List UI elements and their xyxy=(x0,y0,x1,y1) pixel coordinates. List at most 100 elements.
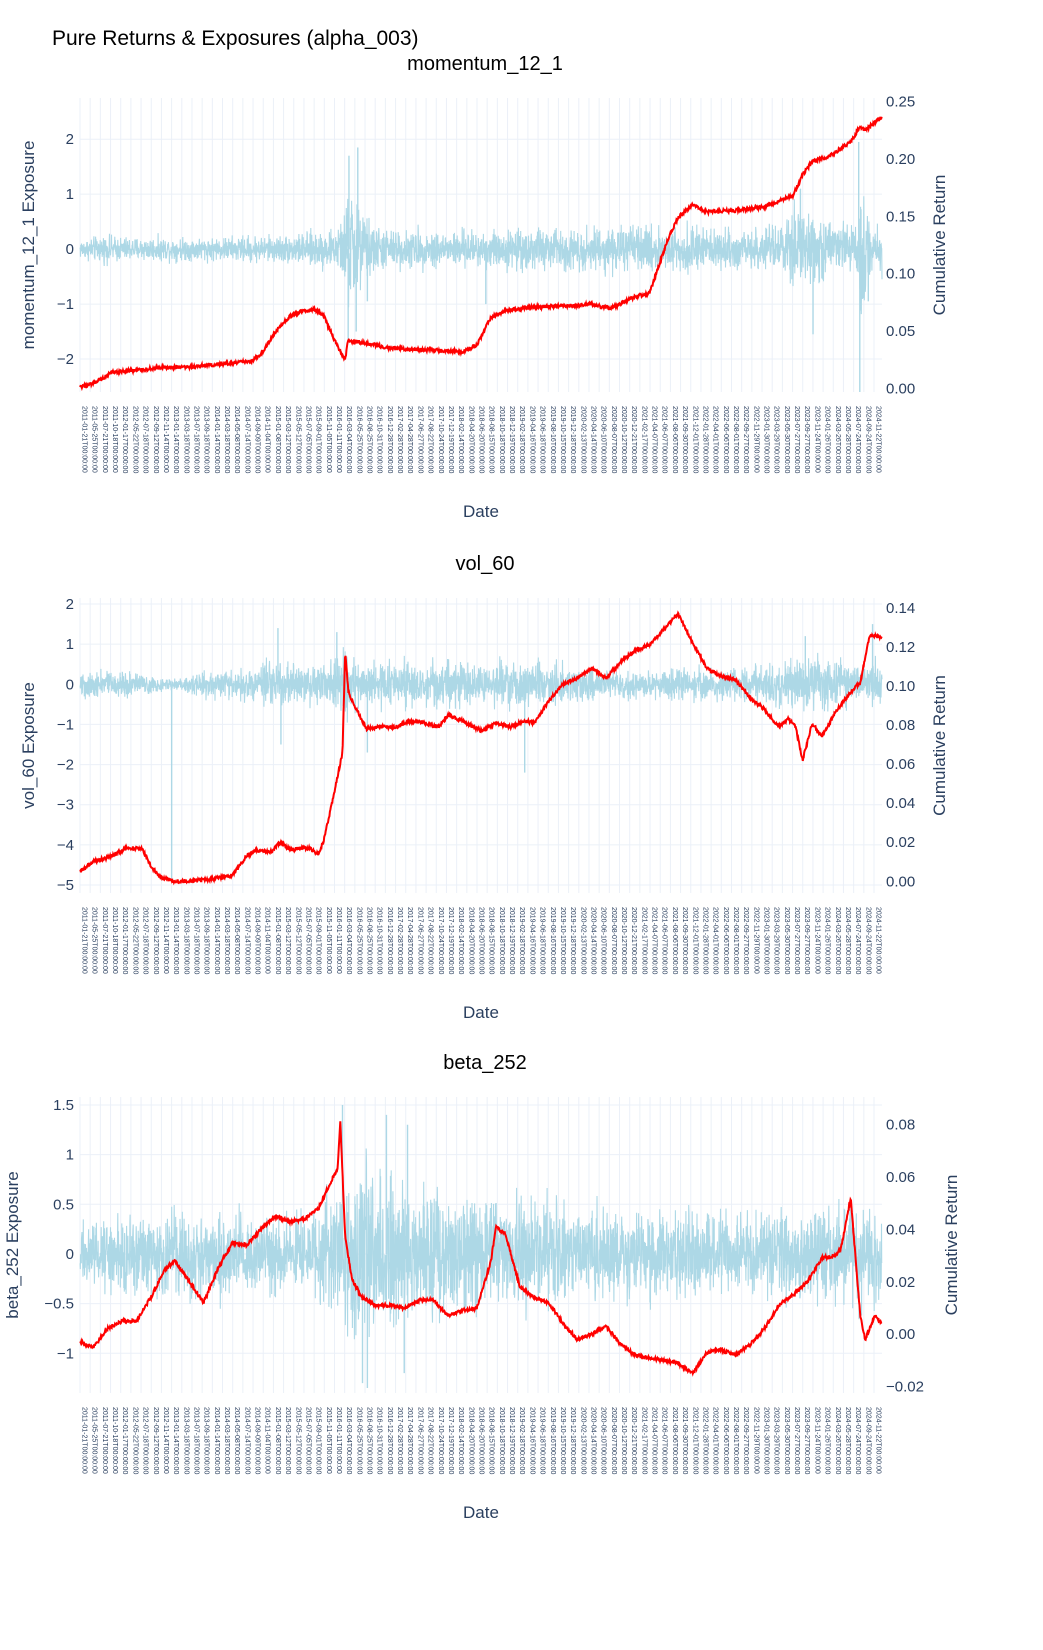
x-tick-label: 2019-10-15T00:00:00 xyxy=(559,907,566,974)
x-tick-label: 2012-09-12T00:00:00 xyxy=(152,406,159,473)
x-tick-label: 2020-06-10T00:00:00 xyxy=(600,1407,607,1474)
x-tick-label: 2014-09-09T00:00:00 xyxy=(254,1407,261,1474)
x-tick-label: 2019-08-16T00:00:00 xyxy=(549,907,556,974)
y-axis-title: vol_60 Exposure xyxy=(19,682,38,809)
x-tick-label: 2019-06-18T00:00:00 xyxy=(539,406,546,473)
y2-tick-label: 0.10 xyxy=(886,266,915,283)
x-tick-label: 2020-08-07T00:00:00 xyxy=(610,406,617,473)
x-tick-label: 2016-03-04T00:00:00 xyxy=(345,406,352,473)
x-tick-label: 2023-07-27T00:00:00 xyxy=(793,406,800,473)
x-tick-label: 2016-03-04T00:00:00 xyxy=(345,907,352,974)
x-tick-label: 2012-05-22T00:00:00 xyxy=(131,406,138,473)
y-tick-label: 0 xyxy=(66,1246,74,1263)
y-tick-label: 0 xyxy=(66,241,74,258)
x-tick-label: 2024-11-22T00:00:00 xyxy=(875,907,882,974)
x-tick-label: 2020-02-13T00:00:00 xyxy=(579,406,586,473)
x-tick-label: 2024-07-24T00:00:00 xyxy=(854,907,861,974)
x-tick-label: 2023-11-24T00:00:00 xyxy=(813,1407,820,1474)
x-tick-label: 2017-10-24T00:00:00 xyxy=(437,406,444,473)
x-tick-label: 2013-03-18T00:00:00 xyxy=(182,406,189,473)
x-tick-label: 2022-09-27T00:00:00 xyxy=(742,406,749,473)
x-tick-label: 2024-11-22T00:00:00 xyxy=(875,406,882,473)
x-tick-label: 2019-12-18T00:00:00 xyxy=(569,406,576,473)
y2-tick-label: 0.05 xyxy=(886,323,915,340)
x-tick-label: 2021-06-07T00:00:00 xyxy=(661,907,668,974)
panel-beta_252: −1 −0.5 0 0.5 1 1.5 −0.02 0.00 0.02 0.04 0.06 0.08 2… xyxy=(3,1052,961,1522)
x-tick-label: 2023-09-27T00:00:00 xyxy=(803,406,810,473)
x-tick-label: 2011-01-21T00:00:00 xyxy=(81,907,88,974)
x-tick-label: 2018-04-20T00:00:00 xyxy=(467,1407,474,1474)
y-tick-label: 0.5 xyxy=(53,1196,74,1213)
x-tick-label: 2024-01-26T00:00:00 xyxy=(824,1407,831,1474)
x-tick-label: 2019-04-16T00:00:00 xyxy=(528,907,535,974)
x-tick-label: 2016-10-31T00:00:00 xyxy=(376,406,383,473)
x-tick-label: 2018-12-19T00:00:00 xyxy=(508,1407,515,1474)
y2-tick-label: 0.02 xyxy=(886,1274,915,1291)
x-tick-label: 2015-05-12T00:00:00 xyxy=(294,907,301,974)
x-tick-label: 2024-09-24T00:00:00 xyxy=(864,406,871,473)
y2-tick-label: 0.14 xyxy=(886,600,915,617)
x-tick-label: 2011-05-25T00:00:00 xyxy=(91,1407,98,1474)
x-tick-label: 2020-12-21T00:00:00 xyxy=(630,406,637,473)
x-tick-label: 2016-05-25T00:00:00 xyxy=(355,907,362,974)
y-tick-label: 1 xyxy=(66,1147,74,1164)
x-tick-label: 2013-07-18T00:00:00 xyxy=(192,907,199,974)
x-tick-label: 2023-01-30T00:00:00 xyxy=(763,406,770,473)
x-tick-label: 2019-02-18T00:00:00 xyxy=(518,1407,525,1474)
y2-tick-label: 0.04 xyxy=(886,795,915,812)
x-tick-label: 2011-07-21T00:00:00 xyxy=(101,1407,108,1474)
x-tick-label: 2024-05-28T00:00:00 xyxy=(844,1407,851,1474)
y-tick-label: 2 xyxy=(66,596,74,613)
x-tick-label: 2017-04-28T00:00:00 xyxy=(406,406,413,473)
x-tick-label: 2015-01-08T00:00:00 xyxy=(274,406,281,473)
x-tick-label: 2021-04-07T00:00:00 xyxy=(651,907,658,974)
x-tick-label: 2022-08-01T00:00:00 xyxy=(732,907,739,974)
x-tick-label: 2020-06-10T00:00:00 xyxy=(600,907,607,974)
x-tick-label: 2018-10-18T00:00:00 xyxy=(498,1407,505,1474)
x-tick-label: 2017-02-28T00:00:00 xyxy=(396,907,403,974)
y-tick-label: −1 xyxy=(57,1345,74,1362)
x-tick-label: 2020-12-21T00:00:00 xyxy=(630,907,637,974)
x-tick-label: 2020-10-12T00:00:00 xyxy=(620,1407,627,1474)
x-tick-label: 2018-12-19T00:00:00 xyxy=(508,907,515,974)
y2-axis-title: Cumulative Return xyxy=(930,675,949,816)
cumulative-return-line xyxy=(79,610,883,886)
x-tick-label: 2024-03-26T00:00:00 xyxy=(834,907,841,974)
x-tick-label: 2017-06-27T00:00:00 xyxy=(416,1407,423,1474)
x-tick-label: 2022-09-27T00:00:00 xyxy=(742,1407,749,1474)
x-tick-label: 2019-08-16T00:00:00 xyxy=(549,406,556,473)
y-tick-label: 0 xyxy=(66,676,74,693)
x-tick-label: 2018-10-18T00:00:00 xyxy=(498,406,505,473)
x-tick-label: 2011-05-25T00:00:00 xyxy=(91,406,98,473)
x-tick-label: 2017-06-27T00:00:00 xyxy=(416,907,423,974)
x-tick-label: 2012-01-17T00:00:00 xyxy=(121,1407,128,1474)
y2-tick-label: 0.10 xyxy=(886,678,915,695)
x-tick-label: 2021-09-30T00:00:00 xyxy=(681,406,688,473)
x-tick-label: 2023-03-29T00:00:00 xyxy=(773,1407,780,1474)
x-tick-label: 2018-06-20T00:00:00 xyxy=(478,907,485,974)
x-tick-label: 2021-08-06T00:00:00 xyxy=(671,1407,678,1474)
x-tick-label: 2018-12-19T00:00:00 xyxy=(508,406,515,473)
panel-vol_60: −5 −4 −3 −2 −1 0 1 2 0.00 0.02 0.04 0.06 0.08 0.10 0.1… xyxy=(19,553,949,1022)
x-tick-label: 2024-09-24T00:00:00 xyxy=(864,1407,871,1474)
x-tick-label: 2021-04-07T00:00:00 xyxy=(651,406,658,473)
x-tick-label: 2015-07-05T00:00:00 xyxy=(304,907,311,974)
x-tick-label: 2019-06-18T00:00:00 xyxy=(539,1407,546,1474)
x-tick-label: 2013-09-18T00:00:00 xyxy=(203,1407,210,1474)
y2-tick-label: 0.04 xyxy=(886,1221,915,1238)
x-tick-label: 2016-10-31T00:00:00 xyxy=(376,1407,383,1474)
x-tick-label: 2011-01-21T00:00:00 xyxy=(81,406,88,473)
x-tick-label: 2023-05-30T00:00:00 xyxy=(783,1407,790,1474)
x-tick-label: 2015-09-01T00:00:00 xyxy=(315,406,322,473)
x-tick-label: 2013-01-14T00:00:00 xyxy=(172,1407,179,1474)
y2-tick-label: 0.00 xyxy=(886,381,915,398)
x-tick-label: 2022-08-01T00:00:00 xyxy=(732,406,739,473)
x-tick-label: 2012-05-22T00:00:00 xyxy=(131,1407,138,1474)
x-tick-label: 2016-12-28T00:00:00 xyxy=(386,406,393,473)
x-tick-label: 2016-01-11T00:00:00 xyxy=(335,907,342,974)
x-tick-label: 2015-11-05T00:00:00 xyxy=(325,1407,332,1474)
x-tick-label: 2020-04-14T00:00:00 xyxy=(589,1407,596,1474)
figure-title: Pure Returns & Exposures (alpha_003) xyxy=(52,27,419,50)
x-tick-label: 2018-08-15T00:00:00 xyxy=(488,1407,495,1474)
x-tick-label: 2018-04-20T00:00:00 xyxy=(467,907,474,974)
